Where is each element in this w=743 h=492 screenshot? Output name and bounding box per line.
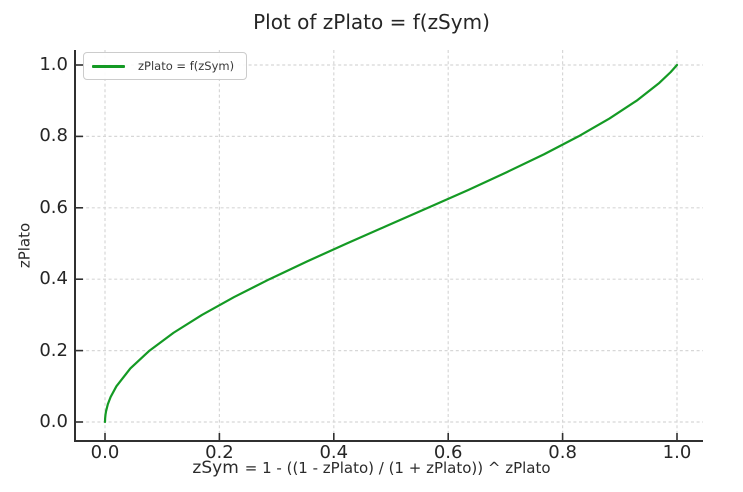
x-axis-label: zSym = 1 - ((1 - zPlato) / (1 + zPlato)) … (0, 458, 743, 478)
data-line (103, 63, 679, 424)
x-tick-label: 0.8 (548, 442, 577, 463)
x-tick-label: 0.2 (205, 442, 234, 463)
legend-label: zPlato = f(zSym) (138, 59, 235, 73)
x-axis-label-formula: = 1 - ((1 - zPlato) / (1 + zPlato)) ^ zP… (244, 459, 551, 477)
grid-lines (75, 50, 703, 441)
y-tick-label: 0.0 (39, 411, 68, 432)
y-tick-label: 0.8 (39, 125, 68, 147)
x-tick-label: 0.6 (433, 442, 463, 463)
y-tick-label: 1.0 (39, 54, 68, 75)
chart-title: Plot of zPlato = f(zSym) (253, 10, 490, 34)
axis-spines (74, 50, 703, 442)
y-tick-label: 0.4 (39, 268, 68, 290)
y-tick-label: 0.6 (39, 196, 68, 218)
x-tick-label: 0.0 (90, 442, 120, 463)
legend: zPlato = f(zSym) (83, 52, 247, 80)
x-axis-label-variable: zSym (192, 458, 239, 478)
axis-ticks (76, 64, 678, 440)
y-tick-label: 0.2 (39, 339, 68, 361)
legend-line-icon (92, 65, 125, 68)
x-tick-label: 0.4 (319, 442, 349, 463)
x-tick-label: 1.0 (662, 442, 692, 463)
